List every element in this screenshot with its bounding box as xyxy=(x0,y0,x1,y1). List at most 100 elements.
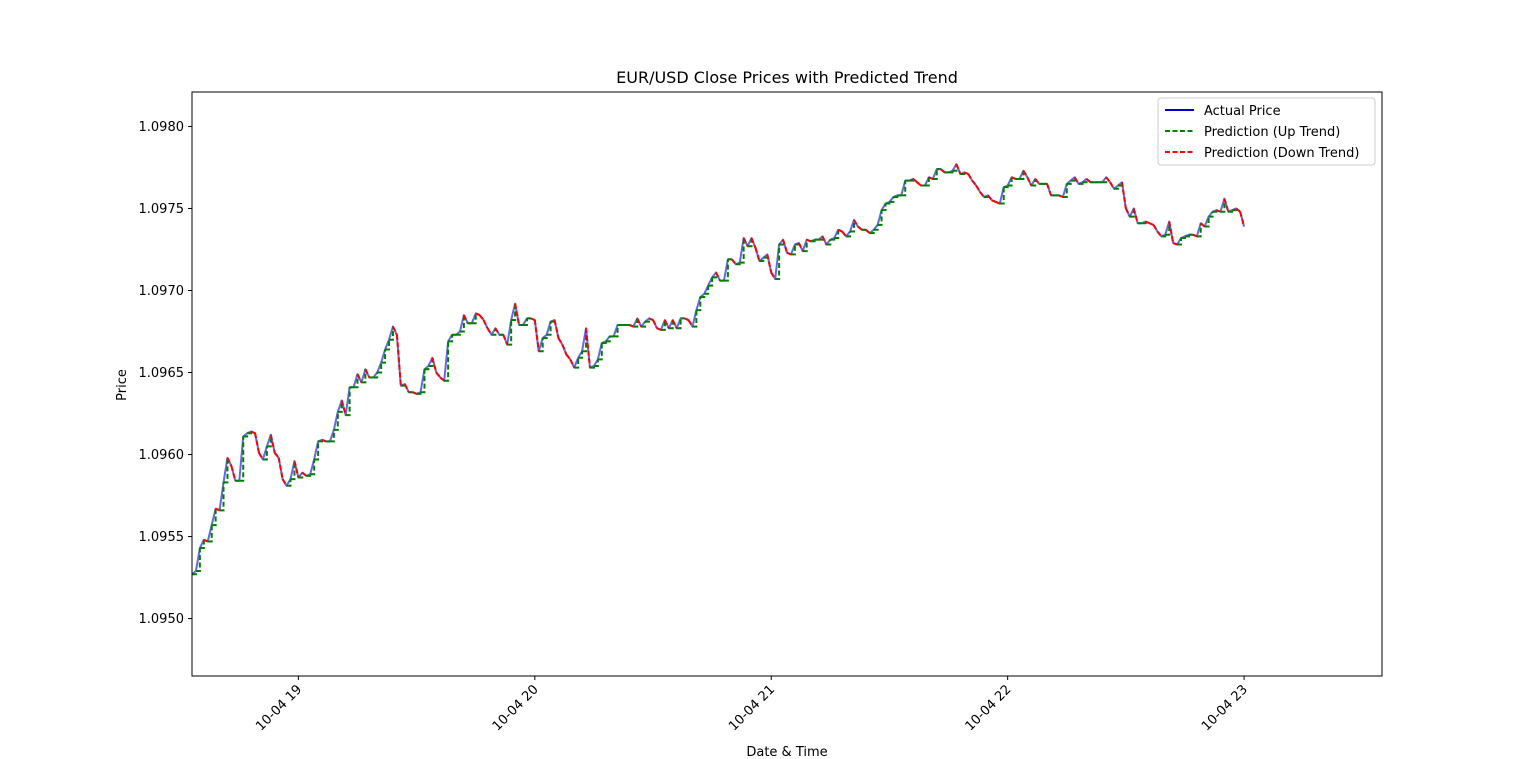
prediction-down-segment xyxy=(364,368,371,378)
prediction-down-segment xyxy=(1073,176,1080,185)
prediction-down-segment xyxy=(431,357,438,373)
prediction-up-segment xyxy=(668,320,674,330)
prediction-up-segment xyxy=(830,238,836,241)
prediction-down-segment xyxy=(561,344,568,355)
prediction-down-segment xyxy=(1192,233,1198,238)
y-tick-label: 1.0965 xyxy=(139,366,185,381)
prediction-up-segment xyxy=(262,446,268,461)
prediction-up-segment xyxy=(759,257,765,262)
prediction-down-segment xyxy=(1145,220,1150,225)
y-tick-label: 1.0955 xyxy=(139,530,185,545)
prediction-down-segment xyxy=(293,460,300,478)
prediction-down-segment xyxy=(1034,178,1040,185)
prediction-down-segment xyxy=(462,314,469,324)
prediction-up-segment xyxy=(660,320,666,331)
prediction-up-segment xyxy=(810,239,816,243)
prediction-up-segment xyxy=(298,472,304,479)
y-tick-label: 1.0970 xyxy=(139,284,185,299)
prediction-down-segment xyxy=(1235,207,1241,213)
prediction-up-segment xyxy=(385,339,391,351)
prediction-up-segment xyxy=(708,277,714,287)
prediction-up-segment xyxy=(893,195,899,198)
prediction-down-segment xyxy=(494,327,501,336)
prediction-down-segment xyxy=(967,173,974,182)
prediction-down-segment xyxy=(865,229,871,234)
prediction-down-segment xyxy=(1152,224,1159,232)
prediction-up-segment xyxy=(448,334,454,343)
prediction-down-segment xyxy=(301,471,307,477)
prediction-down-segment xyxy=(797,242,804,252)
prediction-up-segment xyxy=(511,303,517,322)
prediction-down-segment xyxy=(412,391,417,395)
prediction-down-segment xyxy=(963,171,969,175)
prediction-up-segment xyxy=(589,365,595,369)
prediction-up-segment xyxy=(1114,185,1119,190)
prediction-up-segment xyxy=(219,482,225,512)
y-tick-label: 1.0960 xyxy=(139,448,185,463)
prediction-down-segment xyxy=(269,434,276,454)
prediction-down-segment xyxy=(656,327,662,331)
prediction-up-segment xyxy=(1003,185,1009,189)
prediction-down-segment xyxy=(766,254,773,273)
prediction-up-segment xyxy=(345,387,351,417)
prediction-down-segment xyxy=(770,271,777,280)
y-axis: 1.0950 1.0955 1.0960 1.0965 1.0970 1.0975 1.09… xyxy=(139,120,192,627)
prediction-up-segment xyxy=(420,369,426,394)
prediction-down-segment xyxy=(1223,198,1230,213)
prediction-down-segment xyxy=(648,317,654,321)
prediction-up-segment xyxy=(948,170,954,174)
prediction-down-segment xyxy=(1168,221,1175,244)
prediction-up-segment xyxy=(211,508,217,527)
prediction-up-segment xyxy=(1220,198,1226,213)
prediction-up-segment xyxy=(613,324,619,338)
prediction-down-segment xyxy=(837,228,843,233)
prediction-up-segment xyxy=(1019,170,1025,180)
prediction-down-segment xyxy=(1105,176,1111,183)
prediction-up-segment xyxy=(1165,221,1171,236)
prediction-up-segment xyxy=(818,236,824,241)
y-axis-label: Price xyxy=(115,369,130,401)
prediction-down-segment xyxy=(557,337,564,346)
prediction-up-segment xyxy=(984,195,989,198)
prediction-up-segment xyxy=(1062,183,1068,198)
prediction-up-segment xyxy=(747,238,753,248)
prediction-up-segment xyxy=(846,231,852,238)
prediction-down-segment xyxy=(955,163,962,175)
prediction-up-segment xyxy=(456,331,461,336)
prediction-down-segment xyxy=(254,433,260,454)
prediction-up-segment xyxy=(377,362,383,374)
prediction-down-segment xyxy=(569,358,576,369)
prediction-down-segment xyxy=(916,181,922,187)
prediction-up-segment xyxy=(775,244,781,281)
prediction-up-segment xyxy=(1141,221,1147,225)
prediction-up-segment xyxy=(389,326,394,341)
prediction-up-segment xyxy=(1102,177,1108,184)
prediction-up-segment xyxy=(546,321,552,336)
prediction-down-segment xyxy=(857,225,863,231)
prediction-up-segment xyxy=(712,272,718,279)
prediction-up-segment xyxy=(538,338,544,353)
prediction-down-segment xyxy=(203,538,209,543)
prediction-down-segment xyxy=(841,230,847,237)
prediction-up-segment xyxy=(424,365,430,371)
prediction-up-segment xyxy=(885,201,891,205)
prediction-up-segment xyxy=(700,293,706,299)
prediction-up-segment xyxy=(1161,234,1167,238)
legend-label-up-trend: Prediction (Up Trend) xyxy=(1204,125,1340,140)
prediction-up-segment xyxy=(826,239,832,246)
prediction-up-segment xyxy=(779,239,785,246)
prediction-up-segment xyxy=(243,433,249,438)
prediction-up-segment xyxy=(850,219,855,233)
prediction-up-segment xyxy=(869,229,875,235)
prediction-down-segment xyxy=(995,200,1001,205)
prediction-up-segment xyxy=(207,525,213,543)
prediction-up-segment xyxy=(597,342,603,361)
prediction-down-segment xyxy=(1109,181,1115,190)
prediction-down-segment xyxy=(482,319,489,329)
prediction-up-segment xyxy=(676,318,682,330)
prediction-up-segment xyxy=(1184,234,1190,238)
prediction-up-segment xyxy=(645,318,651,323)
prediction-down-segment xyxy=(731,258,737,265)
prediction-up-segment xyxy=(999,187,1005,205)
